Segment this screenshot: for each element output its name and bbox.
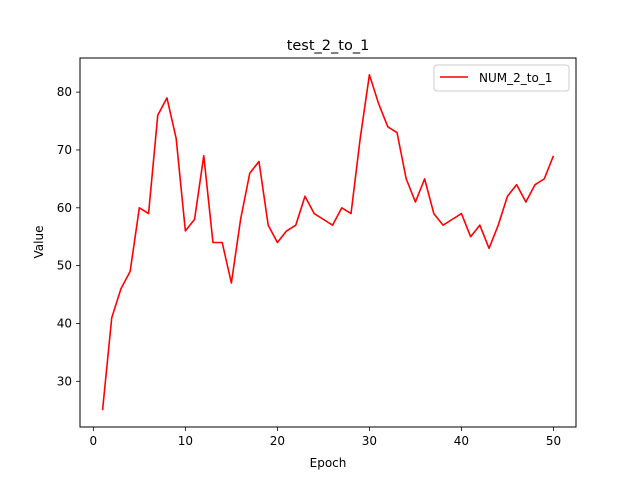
plot-frame (79, 57, 577, 428)
series-layer (101, 73, 555, 411)
y-tick-label: 30 (57, 374, 72, 388)
x-tick-label: 30 (362, 434, 377, 448)
legend: NUM_2_to_1 (433, 64, 570, 92)
legend-label: NUM_2_to_1 (479, 71, 552, 85)
x-tick-label: 50 (546, 434, 561, 448)
chart-title: test_2_to_1 (287, 38, 370, 54)
y-tick-label: 60 (57, 201, 72, 215)
x-tick-label: 0 (90, 434, 98, 448)
y-tick-label: 40 (57, 316, 72, 330)
x-axis-label: Epoch (310, 456, 347, 470)
x-tick-label: 10 (178, 434, 193, 448)
x-tick-label: 20 (270, 434, 285, 448)
y-tick-label: 50 (57, 259, 72, 273)
x-tick-label: 40 (454, 434, 469, 448)
y-axis-label: Value (32, 226, 46, 259)
y-tick-label: 70 (57, 143, 72, 157)
ticks-layer: 0 10 20 30 40 50 30 40 50 60 70 80 (57, 85, 561, 448)
legend-box (433, 64, 570, 92)
series-line (101, 73, 555, 411)
y-tick-label: 80 (57, 85, 72, 99)
